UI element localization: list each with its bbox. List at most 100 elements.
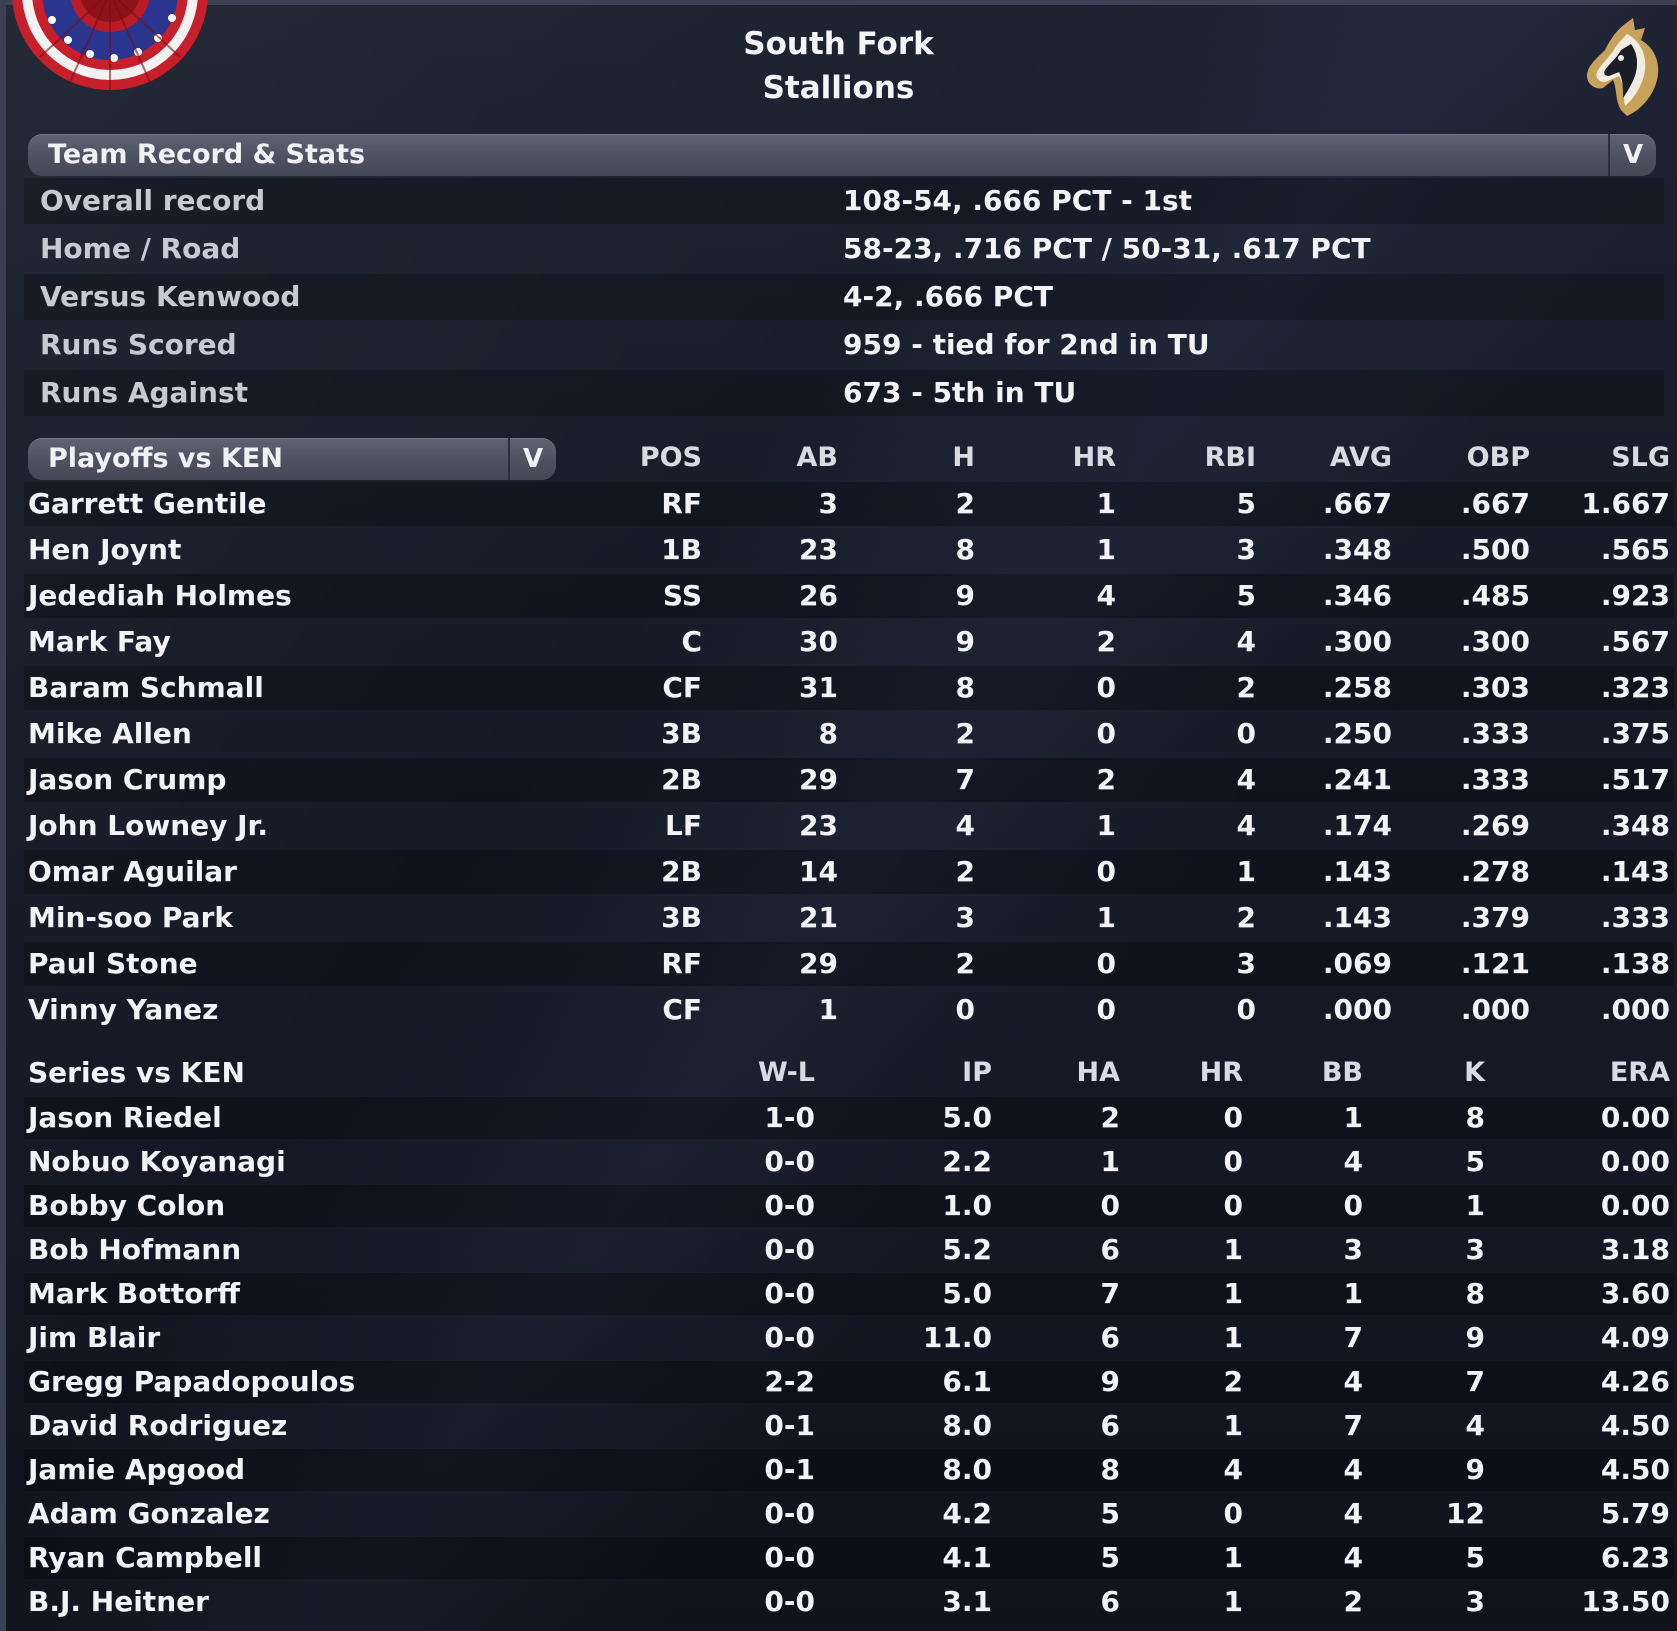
pitcher-name[interactable]: Jim Blair	[28, 1321, 161, 1354]
pitcher-name[interactable]: David Rodriguez	[28, 1409, 288, 1442]
pitcher-name[interactable]: Adam Gonzalez	[28, 1497, 270, 1530]
player-name[interactable]: John Lowney Jr.	[28, 809, 269, 842]
batting-stat-cell: 4	[1096, 579, 1116, 612]
batting-stat-cell: 31	[799, 671, 838, 704]
pitching-column-header[interactable]: IP	[962, 1057, 992, 1088]
pitching-stat-cell: 0.00	[1600, 1101, 1670, 1134]
player-name[interactable]: Jason Crump	[28, 763, 227, 796]
player-name[interactable]: Vinny Yanez	[28, 993, 219, 1026]
pitching-stat-cell: 1.0	[942, 1189, 992, 1222]
chevron-down-icon[interactable]: V	[1608, 134, 1656, 176]
batting-row[interactable]: Jason Crump 2B 29 7 2 4 .241 .333 .517	[24, 758, 1674, 802]
batting-row[interactable]: Jedediah Holmes SS 26 9 4 5 .346 .485 .923	[24, 574, 1674, 618]
pitcher-name[interactable]: Jamie Apgood	[28, 1453, 246, 1486]
pitcher-name[interactable]: Ryan Campbell	[28, 1541, 263, 1574]
pitching-row[interactable]: Gregg Papadopoulos 2-2 6.1 9 2 4 7 4.26	[24, 1361, 1674, 1403]
pitcher-name[interactable]: B.J. Heitner	[28, 1585, 209, 1618]
chevron-down-icon[interactable]: V	[508, 438, 556, 480]
pitcher-name[interactable]: Jason Riedel	[28, 1101, 222, 1134]
pitching-row[interactable]: Bobby Colon 0-0 1.0 0 0 0 1 0.00	[24, 1185, 1674, 1227]
pitching-stat-cell: 2.2	[942, 1145, 992, 1178]
batting-stat-cell: 2	[1236, 671, 1256, 704]
batting-stat-cell: .567	[1600, 625, 1670, 658]
pitching-stat-cell: 1	[1343, 1277, 1363, 1310]
batting-stat-cell: .500	[1460, 533, 1530, 566]
pitcher-name[interactable]: Nobuo Koyanagi	[28, 1145, 286, 1178]
player-name[interactable]: Paul Stone	[28, 947, 198, 980]
pitching-column-header[interactable]: W-L	[758, 1057, 815, 1088]
batting-stat-cell: .667	[1460, 487, 1530, 520]
pitching-row[interactable]: Jason Riedel 1-0 5.0 2 0 1 8 0.00	[24, 1097, 1674, 1139]
pitching-row[interactable]: Bob Hofmann 0-0 5.2 6 1 3 3 3.18	[24, 1229, 1674, 1271]
pitching-column-header[interactable]: K	[1464, 1057, 1485, 1088]
batting-row[interactable]: Garrett Gentile RF 3 2 1 5 .667 .667 1.667	[24, 482, 1674, 526]
player-name[interactable]: Omar Aguilar	[28, 855, 237, 888]
record-row: Versus Kenwood 4-2, .666 PCT	[24, 274, 1664, 320]
batting-stat-cell: 3B	[661, 717, 702, 750]
batting-stat-cell: 5	[1236, 487, 1256, 520]
batting-column-header[interactable]: H	[952, 442, 975, 473]
player-name[interactable]: Mark Fay	[28, 625, 171, 658]
pitcher-name[interactable]: Gregg Papadopoulos	[28, 1365, 356, 1398]
batting-row[interactable]: Omar Aguilar 2B 14 2 0 1 .143 .278 .143	[24, 850, 1674, 894]
pitching-column-header[interactable]: HA	[1076, 1057, 1121, 1088]
pitching-stat-cell: 4.1	[942, 1541, 992, 1574]
pitching-stat-cell: 0	[1223, 1145, 1243, 1178]
pitching-row[interactable]: Adam Gonzalez 0-0 4.2 5 0 4 12 5.79	[24, 1493, 1674, 1535]
batting-stat-cell: .300	[1322, 625, 1392, 658]
pitcher-name[interactable]: Bobby Colon	[28, 1189, 226, 1222]
player-name[interactable]: Garrett Gentile	[28, 487, 267, 520]
batting-stat-cell: 8	[818, 717, 838, 750]
batting-row[interactable]: John Lowney Jr. LF 23 4 1 4 .174 .269 .348	[24, 804, 1674, 848]
batting-row[interactable]: Min-soo Park 3B 21 3 1 2 .143 .379 .333	[24, 896, 1674, 940]
batting-row[interactable]: Hen Joynt 1B 23 8 1 3 .348 .500 .565	[24, 528, 1674, 572]
pitching-stat-cell: 3	[1343, 1233, 1363, 1266]
batting-stat-cell: .333	[1460, 717, 1530, 750]
pitching-stat-cell: 4.09	[1600, 1321, 1670, 1354]
batting-row[interactable]: Mark Fay C 30 9 2 4 .300 .300 .567	[24, 620, 1674, 664]
pitching-row[interactable]: Nobuo Koyanagi 0-0 2.2 1 0 4 5 0.00	[24, 1141, 1674, 1183]
batting-stat-cell: .375	[1600, 717, 1670, 750]
batting-stat-cell: .174	[1322, 809, 1392, 842]
pitching-stat-cell: 9	[1465, 1321, 1485, 1354]
batting-column-header[interactable]: AB	[796, 442, 838, 473]
pitching-row[interactable]: Ryan Campbell 0-0 4.1 5 1 4 5 6.23	[24, 1537, 1674, 1579]
pitching-stat-cell: 9	[1100, 1365, 1120, 1398]
player-name[interactable]: Baram Schmall	[28, 671, 264, 704]
player-name[interactable]: Mike Allen	[28, 717, 192, 750]
pitching-stat-cell: 0-0	[764, 1541, 815, 1574]
batting-column-header[interactable]: AVG	[1329, 442, 1392, 473]
pitcher-name[interactable]: Bob Hofmann	[28, 1233, 242, 1266]
pitching-column-header[interactable]: HR	[1199, 1057, 1243, 1088]
batting-stat-cell: 1	[1236, 855, 1256, 888]
batting-stat-cell: 1	[1096, 487, 1116, 520]
pitching-row[interactable]: Jim Blair 0-0 11.0 6 1 7 9 4.09	[24, 1317, 1674, 1359]
pitching-stat-cell: 3	[1465, 1233, 1485, 1266]
batting-stat-cell: .000	[1600, 993, 1670, 1026]
pitching-column-header[interactable]: BB	[1321, 1057, 1363, 1088]
batting-column-header[interactable]: HR	[1072, 442, 1116, 473]
pitching-row[interactable]: David Rodriguez 0-1 8.0 6 1 7 4 4.50	[24, 1405, 1674, 1447]
batting-row[interactable]: Paul Stone RF 29 2 0 3 .069 .121 .138	[24, 942, 1674, 986]
pitching-column-header[interactable]: ERA	[1609, 1057, 1670, 1088]
batting-column-header[interactable]: SLG	[1611, 442, 1670, 473]
batting-column-header[interactable]: OBP	[1466, 442, 1530, 473]
batting-row[interactable]: Mike Allen 3B 8 2 0 0 .250 .333 .375	[24, 712, 1674, 756]
pitching-row[interactable]: B.J. Heitner 0-0 3.1 6 1 2 3 13.50	[24, 1581, 1674, 1623]
pitching-row[interactable]: Mark Bottorff 0-0 5.0 7 1 1 8 3.60	[24, 1273, 1674, 1315]
player-name[interactable]: Min-soo Park	[28, 901, 233, 934]
pitcher-name[interactable]: Mark Bottorff	[28, 1277, 241, 1310]
batting-column-header[interactable]: RBI	[1204, 442, 1256, 473]
batting-stat-cell: 14	[799, 855, 838, 888]
team-record-section-header[interactable]: Team Record & Stats V	[28, 134, 1656, 176]
pitching-stat-cell: 0-0	[764, 1189, 815, 1222]
batting-split-selector[interactable]: Playoffs vs KEN V	[28, 438, 556, 480]
pitching-stat-cell: 6.1	[942, 1365, 992, 1398]
pitching-row[interactable]: Jamie Apgood 0-1 8.0 8 4 4 9 4.50	[24, 1449, 1674, 1491]
batting-column-header[interactable]: POS	[639, 442, 702, 473]
player-name[interactable]: Jedediah Holmes	[28, 579, 292, 612]
batting-row[interactable]: Baram Schmall CF 31 8 0 2 .258 .303 .323	[24, 666, 1674, 710]
player-name[interactable]: Hen Joynt	[28, 533, 182, 566]
pitching-stat-cell: 4	[1343, 1453, 1363, 1486]
batting-row[interactable]: Vinny Yanez CF 1 0 0 0 .000 .000 .000	[24, 988, 1674, 1032]
